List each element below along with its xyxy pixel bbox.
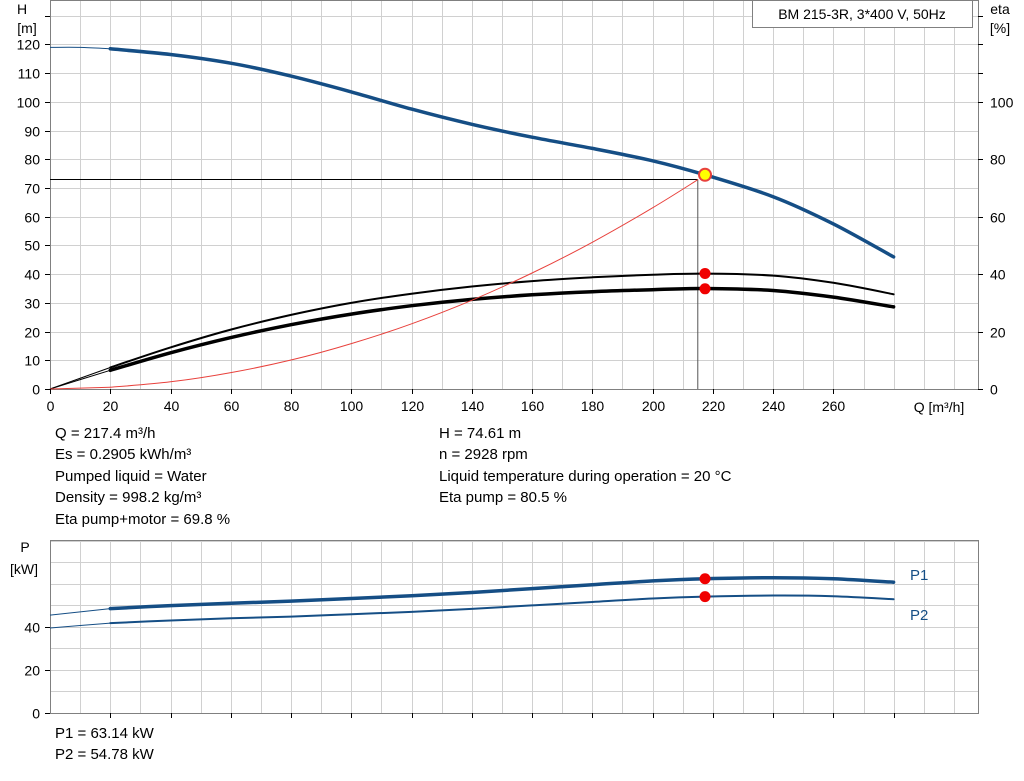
x-tick-label: 120 [401,398,425,414]
x-tick-label: 200 [642,398,666,414]
power-chart-frame [50,540,979,714]
y-right-tick-label: 80 [990,152,1006,168]
series-P2-extension [49,622,111,629]
series-H [108,47,896,259]
x-tick-label: 0 [47,398,55,414]
y-tick-label: 10 [24,353,40,369]
power-chart-series [49,575,896,629]
duty-point-dot [699,573,711,585]
x-tick-label: 140 [461,398,485,414]
y-tick-label: 0 [32,382,40,398]
y-axis-label-eta: eta [990,1,1010,17]
y-tick-label: 20 [24,325,40,341]
y-tick-label: 40 [24,620,40,636]
top-chart-ticks: 0 20 40 60 80 100 120 140 160 180 200 220 240 2600102… [17,16,1014,414]
info-speed: n = 2928 rpm [439,446,528,464]
operating-point-marker [700,169,711,180]
top-chart-frame [50,0,979,390]
x-tick-label: 160 [521,398,545,414]
y-tick-label: 30 [24,296,40,312]
series-P2 [109,594,895,625]
info-p1: P1 = 63.14 kW [55,725,154,742]
y-right-tick-label: 40 [990,267,1006,283]
head-efficiency-chart: 0 20 40 60 80 100 120 140 160 180 200 220 240 2600102… [17,0,1014,415]
info-liquid-temperature: Liquid temperature during operation = 20… [439,467,732,485]
duty-point-dot [699,283,711,295]
info-eta-pump: Eta pump = 80.5 % [439,489,567,507]
y-axis-unit-percent: [%] [990,20,1010,36]
x-tick-label: 180 [581,398,605,414]
series-P1-extension [49,608,111,616]
info-right: H = 74.61 m n = 2928 rpm Liquid temperat… [439,423,731,509]
y-axis-label-h: H [17,1,27,17]
series-system_curve [109,179,699,388]
x-tick-label: 220 [702,398,726,414]
info-p2: P2 = 54.78 kW [55,746,154,764]
series-label-p2: P2 [910,607,928,624]
series-eta_pump_motor-extension [49,369,111,390]
x-tick-label: 240 [762,398,786,414]
info-head: H = 74.61 m [439,425,522,442]
series-label-p1: P1 [910,567,928,584]
y-axis-unit-m: [m] [17,20,36,36]
y-tick-label: 0 [32,706,40,722]
x-tick-label: 60 [224,398,240,414]
series-eta_pump [109,272,895,369]
info-left: Q = 217.4 m³/h Es = 0.2905 kWh/m³ Pumped… [55,423,230,530]
info-flow: Q = 217.4 m³/h [55,425,156,442]
top-chart-markers [698,167,713,295]
series-H-extension [49,46,111,50]
x-tick-label: 20 [103,398,119,414]
x-tick-label: 40 [164,398,180,414]
duty-point-dot [699,591,711,603]
y-tick-label: 40 [24,267,40,283]
y-right-tick-label: 0 [990,382,998,398]
top-chart-series [49,46,896,390]
power-chart-markers [699,573,711,603]
x-tick-label: 260 [822,398,846,414]
y-tick-label: 50 [24,238,40,254]
y-axis-unit-kw: [kW] [10,561,38,577]
y-tick-label: 70 [24,181,40,197]
duty-point-dot [699,267,711,279]
info-density: Density = 998.2 kg/m³ [55,489,202,507]
series-system_curve-extension [49,386,111,390]
power-chart: 0 20 40 P [kW] P1 P2 [10,539,979,722]
y-right-tick-label: 20 [990,325,1006,341]
info-pumped-liquid: Pumped liquid = Water [55,467,207,485]
x-tick-label: 100 [340,398,364,414]
y-tick-label: 60 [24,210,40,226]
y-tick-label: 20 [24,663,40,679]
series-eta_pump_motor [108,286,896,373]
y-tick-label: 80 [24,152,40,168]
y-tick-label: 110 [18,66,41,82]
y-right-tick-label: 100 [990,95,1014,111]
y-tick-label: 90 [24,124,40,140]
y-tick-label: 100 [17,95,41,111]
power-chart-ticks: 0 20 40 [24,620,895,722]
info-eta-pump-motor: Eta pump+motor = 69.8 % [55,510,231,528]
series-P1 [108,575,896,611]
info-specific-energy: Es = 0.2905 kWh/m³ [55,446,192,464]
y-right-tick-label: 60 [990,210,1006,226]
title-box [752,0,973,28]
y-tick-label: 120 [17,37,41,53]
pump-title: BM 215-3R, 3*400 V, 50Hz [778,6,946,22]
power-chart-grid [50,540,978,713]
x-axis-label-q: Q [m³/h] [914,399,965,415]
info-power: P1 = 63.14 kW P2 = 54.78 kW [55,723,154,766]
x-tick-label: 80 [284,398,300,414]
y-axis-label-p: P [20,539,29,555]
